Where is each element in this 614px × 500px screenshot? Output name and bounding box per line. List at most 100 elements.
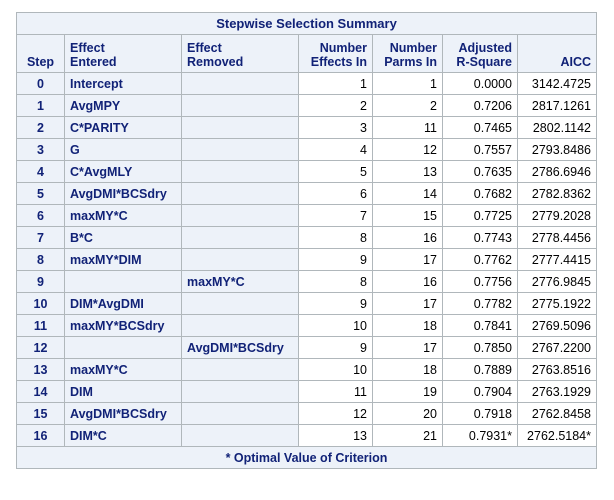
cell-number-parms-in: 18 [372, 314, 443, 337]
table-row: 5 AvgDMI*BCSdry 6 14 0.7682 2782.8362 [16, 182, 597, 205]
cell-number-parms-in: 18 [372, 358, 443, 381]
table-row: 0 Intercept 1 1 0.0000 3142.4725 [16, 72, 597, 95]
cell-number-effects-in: 1 [298, 72, 373, 95]
cell-aicc: 2786.6946 [517, 160, 597, 183]
cell-aicc: 2776.9845 [517, 270, 597, 293]
cell-step: 4 [16, 160, 65, 183]
cell-effect-removed [181, 380, 299, 403]
cell-aicc: 2817.1261 [517, 94, 597, 117]
header-adjusted-r-square: Adjusted R-Square [442, 34, 518, 73]
cell-effect-entered: G [64, 138, 182, 161]
cell-step: 6 [16, 204, 65, 227]
table-row: 12 AvgDMI*BCSdry 9 17 0.7850 2767.2200 [16, 336, 597, 359]
cell-number-effects-in: 8 [298, 270, 373, 293]
cell-aicc: 2777.4415 [517, 248, 597, 271]
header-number-parms-in-line2: Parms In [384, 55, 437, 69]
cell-step: 1 [16, 94, 65, 117]
header-effect-entered: Effect Entered [64, 34, 182, 73]
header-effect-entered-line1: Effect [70, 41, 105, 55]
cell-adjusted-r-square: 0.7725 [442, 204, 518, 227]
cell-effect-entered: maxMY*C [64, 358, 182, 381]
cell-number-parms-in: 14 [372, 182, 443, 205]
cell-adjusted-r-square: 0.7635 [442, 160, 518, 183]
cell-step: 16 [16, 424, 65, 447]
cell-number-effects-in: 2 [298, 94, 373, 117]
table-row: 4 C*AvgMLY 5 13 0.7635 2786.6946 [16, 160, 597, 183]
cell-effect-removed [181, 248, 299, 271]
cell-number-parms-in: 13 [372, 160, 443, 183]
header-effect-removed: Effect Removed [181, 34, 299, 73]
table-row: 13 maxMY*C 10 18 0.7889 2763.8516 [16, 358, 597, 381]
cell-adjusted-r-square: 0.7762 [442, 248, 518, 271]
cell-number-effects-in: 6 [298, 182, 373, 205]
cell-adjusted-r-square: 0.7918 [442, 402, 518, 425]
table-body: 0 Intercept 1 1 0.0000 3142.4725 1 AvgMPY 2 2 0.72… [16, 72, 597, 447]
cell-aicc: 2763.1929 [517, 380, 597, 403]
cell-number-parms-in: 11 [372, 116, 443, 139]
cell-effect-removed [181, 424, 299, 447]
cell-aicc: 2762.5184* [517, 424, 597, 447]
cell-effect-removed [181, 402, 299, 425]
header-number-effects-in-line1: Number [319, 41, 367, 55]
cell-step: 3 [16, 138, 65, 161]
cell-aicc: 2763.8516 [517, 358, 597, 381]
cell-number-effects-in: 7 [298, 204, 373, 227]
cell-aicc: 2793.8486 [517, 138, 597, 161]
cell-number-effects-in: 8 [298, 226, 373, 249]
cell-aicc: 3142.4725 [517, 72, 597, 95]
cell-aicc: 2769.5096 [517, 314, 597, 337]
header-adjusted-r-square-line1: Adjusted [458, 41, 512, 55]
header-number-parms-in-line1: Number [389, 41, 437, 55]
cell-adjusted-r-square: 0.7782 [442, 292, 518, 315]
cell-number-parms-in: 16 [372, 270, 443, 293]
stepwise-summary-container: Stepwise Selection Summary Step Effect E… [16, 12, 597, 469]
cell-effect-entered: Intercept [64, 72, 182, 95]
cell-effect-removed [181, 358, 299, 381]
cell-adjusted-r-square: 0.7743 [442, 226, 518, 249]
table-row: 7 B*C 8 16 0.7743 2778.4456 [16, 226, 597, 249]
table-row: 16 DIM*C 13 21 0.7931* 2762.5184* [16, 424, 597, 447]
table-row: 10 DIM*AvgDMI 9 17 0.7782 2775.1922 [16, 292, 597, 315]
header-number-effects-in-line2: Effects In [310, 55, 367, 69]
cell-effect-entered: AvgDMI*BCSdry [64, 182, 182, 205]
cell-adjusted-r-square: 0.7889 [442, 358, 518, 381]
cell-number-effects-in: 10 [298, 358, 373, 381]
cell-effect-entered: AvgDMI*BCSdry [64, 402, 182, 425]
header-number-parms-in: Number Parms In [372, 34, 443, 73]
cell-effect-removed [181, 160, 299, 183]
cell-effect-removed [181, 116, 299, 139]
cell-number-effects-in: 11 [298, 380, 373, 403]
header-number-effects-in: Number Effects In [298, 34, 373, 73]
cell-number-parms-in: 17 [372, 248, 443, 271]
cell-step: 5 [16, 182, 65, 205]
header-effect-entered-line2: Entered [70, 55, 117, 69]
cell-effect-entered: DIM*C [64, 424, 182, 447]
table-row: 2 C*PARITY 3 11 0.7465 2802.1142 [16, 116, 597, 139]
cell-step: 8 [16, 248, 65, 271]
cell-effect-entered: DIM*AvgDMI [64, 292, 182, 315]
cell-effect-entered [64, 270, 182, 293]
cell-number-effects-in: 4 [298, 138, 373, 161]
cell-adjusted-r-square: 0.7931* [442, 424, 518, 447]
table-row: 11 maxMY*BCSdry 10 18 0.7841 2769.5096 [16, 314, 597, 337]
cell-number-effects-in: 3 [298, 116, 373, 139]
cell-effect-entered [64, 336, 182, 359]
cell-adjusted-r-square: 0.7557 [442, 138, 518, 161]
cell-aicc: 2762.8458 [517, 402, 597, 425]
cell-aicc: 2778.4456 [517, 226, 597, 249]
cell-effect-entered: maxMY*C [64, 204, 182, 227]
cell-aicc: 2802.1142 [517, 116, 597, 139]
cell-adjusted-r-square: 0.7904 [442, 380, 518, 403]
cell-effect-removed: maxMY*C [181, 270, 299, 293]
cell-aicc: 2767.2200 [517, 336, 597, 359]
table-row: 1 AvgMPY 2 2 0.7206 2817.1261 [16, 94, 597, 117]
cell-effect-removed [181, 182, 299, 205]
table-row: 15 AvgDMI*BCSdry 12 20 0.7918 2762.8458 [16, 402, 597, 425]
header-adjusted-r-square-line2: R-Square [456, 55, 512, 69]
cell-adjusted-r-square: 0.7206 [442, 94, 518, 117]
cell-effect-entered: AvgMPY [64, 94, 182, 117]
cell-step: 0 [16, 72, 65, 95]
cell-effect-entered: maxMY*BCSdry [64, 314, 182, 337]
footnote: * Optimal Value of Criterion [16, 446, 597, 469]
header-step: Step [16, 34, 65, 73]
